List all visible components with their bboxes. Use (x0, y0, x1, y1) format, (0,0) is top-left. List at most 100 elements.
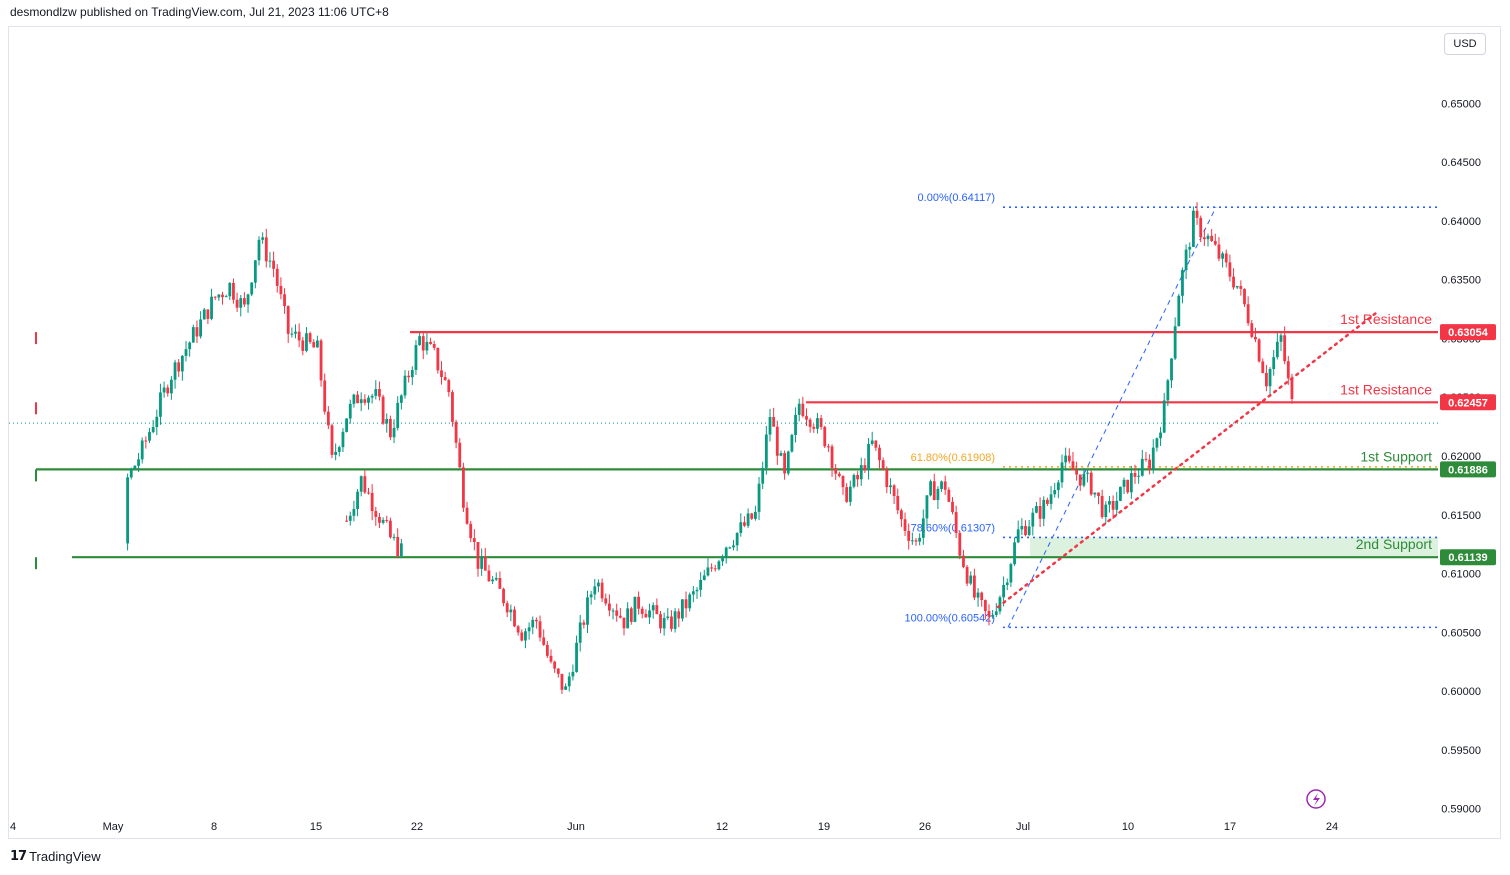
candle-body (958, 532, 962, 556)
candle-body (323, 380, 327, 412)
candle-body (348, 403, 352, 419)
candle-body (571, 671, 575, 677)
candle-body (874, 440, 878, 448)
tradingview-brand[interactable]: 𝟭𝟳 TradingView (10, 849, 101, 864)
candle-body (1232, 276, 1235, 288)
candle-body (436, 347, 440, 371)
candle-body (772, 417, 776, 427)
candle-body (370, 395, 374, 398)
candle-body (1144, 458, 1148, 460)
candle-body (1155, 438, 1159, 448)
candle-body (334, 451, 338, 455)
candle-body (677, 611, 681, 619)
candle-body (447, 380, 451, 393)
candle-body (706, 567, 710, 576)
candle-body (1184, 249, 1188, 271)
candle-body (458, 442, 462, 468)
candle-body (250, 282, 254, 295)
candle-body (210, 296, 213, 319)
candle-body (633, 596, 637, 622)
candle-body (1235, 285, 1239, 288)
candle-body (925, 495, 929, 519)
candle-body (1093, 492, 1097, 495)
candle-body (768, 417, 772, 435)
candle-body (808, 419, 812, 427)
candle-body (392, 536, 396, 538)
candle-body (359, 476, 363, 492)
candle-body (498, 578, 502, 589)
candle-body (651, 605, 655, 611)
candle-body (378, 516, 381, 523)
candle-body (998, 597, 1002, 612)
candle-body (283, 294, 286, 307)
candle-body (1199, 217, 1203, 238)
price-tag-label: 0.62457 (1448, 397, 1488, 409)
candle-body (644, 613, 648, 618)
candle-body (786, 451, 790, 474)
candle-body (980, 592, 984, 601)
misc-layer (1306, 789, 1326, 809)
candle-body (903, 519, 907, 531)
candle-body (476, 542, 480, 569)
candle-body (987, 611, 991, 617)
x-tick-label: 8 (211, 821, 217, 833)
candle-body (341, 431, 345, 448)
trendline[interactable] (996, 311, 1378, 609)
candle-body (1020, 526, 1024, 530)
candle-body (940, 481, 943, 489)
candle-body (863, 465, 867, 471)
candle-body (1162, 400, 1166, 433)
candle-body (976, 592, 980, 598)
candle-body (374, 389, 378, 396)
x-tick-label: Jun (567, 821, 585, 833)
candle-body (224, 296, 228, 298)
candle-body (483, 556, 487, 571)
candle-body (892, 485, 896, 497)
candle-body (1129, 473, 1133, 493)
candle-body (699, 580, 703, 590)
candle-body (217, 294, 221, 298)
candle-body (1097, 492, 1100, 496)
candle-body (129, 468, 133, 478)
candle-body (1086, 472, 1089, 474)
candle-body (199, 319, 202, 337)
candle-body (228, 282, 232, 297)
candle-body (316, 340, 319, 348)
candle-body (1126, 479, 1130, 493)
y-tick-label: 0.59000 (1441, 804, 1481, 816)
candle-body (1108, 500, 1111, 505)
candle-body (746, 513, 750, 526)
lightning-icon-circle[interactable] (1306, 789, 1326, 809)
candle-body (410, 369, 414, 378)
candle-body (1075, 470, 1078, 475)
currency-button[interactable]: USD (1444, 33, 1486, 55)
candle-body (279, 285, 283, 295)
candle-body (582, 622, 586, 625)
candle-body (823, 426, 827, 447)
candle-body (666, 616, 670, 619)
candle-body (326, 411, 330, 426)
candle-body (345, 520, 348, 522)
candle-body (830, 446, 834, 468)
candle-body (513, 609, 516, 627)
candle-body (896, 496, 900, 511)
candle-body (1056, 482, 1060, 491)
candle-body (243, 298, 246, 305)
x-tick-label: 10 (1122, 821, 1134, 833)
candle-body (1060, 462, 1064, 483)
candle-body (432, 343, 436, 348)
candle-body (1082, 473, 1086, 486)
candle-body (545, 644, 549, 656)
candle-body (1272, 357, 1276, 370)
candle-body (166, 387, 170, 394)
lightning-icon[interactable] (1313, 793, 1320, 806)
candle-body (535, 619, 538, 622)
candle-body (991, 614, 995, 617)
candle-body (856, 475, 859, 480)
candle-body (1275, 341, 1279, 358)
candle-body (188, 342, 192, 350)
candle-body (162, 387, 166, 393)
candle-body (1005, 582, 1009, 586)
candle-body (1250, 323, 1254, 337)
